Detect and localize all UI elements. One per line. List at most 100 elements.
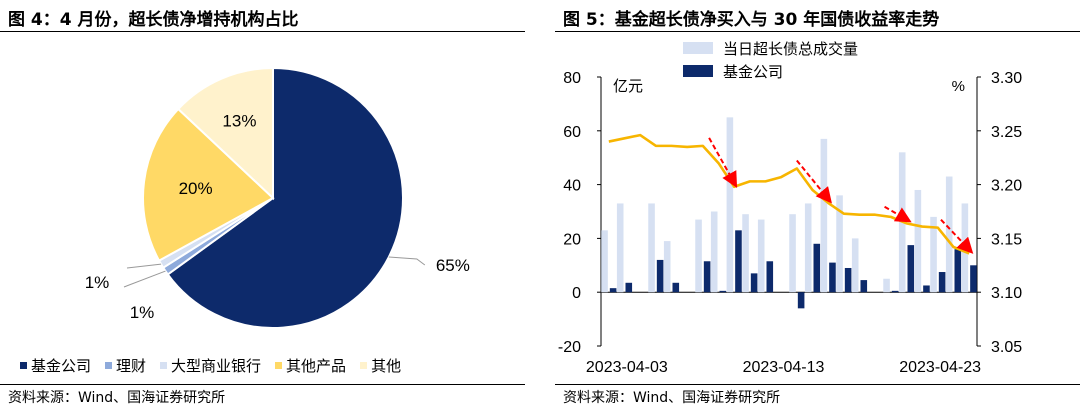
- legend-swatch-total-volume: [683, 42, 713, 54]
- bar-total-volume: [726, 117, 734, 293]
- bar-fund-company: [954, 249, 962, 293]
- pie-legend-label: 大型商业银行: [171, 357, 262, 375]
- bar-fund-company: [813, 243, 821, 293]
- bar-total-volume: [851, 238, 859, 293]
- pie-leader-licai: [123, 270, 166, 288]
- bar-total-volume: [883, 278, 890, 293]
- y-left-tick-label: 40: [563, 178, 581, 195]
- bar-fund-company: [750, 273, 758, 293]
- bar-fund-company: [860, 280, 868, 293]
- bar-total-volume: [710, 211, 718, 293]
- bar-total-volume: [789, 214, 796, 293]
- pie-legend-swatch: [360, 362, 368, 369]
- bar-fund-company: [891, 290, 899, 293]
- bar-total-volume: [945, 176, 953, 293]
- pie-legend-item: 大型商业银行: [160, 355, 261, 376]
- bar-fund-company: [923, 285, 930, 293]
- pie-legend-item: 理财: [105, 355, 146, 376]
- pie-chart: 65% 1% 1% 20% 13%: [85, 66, 470, 329]
- right-source-note: 资料来源：Wind、国海证券研究所: [563, 390, 781, 406]
- y-right-tick-label: 3.25: [991, 124, 1022, 141]
- y-right-tick-label: 3.15: [991, 231, 1022, 248]
- bar-total-volume: [616, 203, 624, 293]
- bar-fund-company: [938, 272, 946, 293]
- pie-legend-item: 基金公司: [20, 355, 91, 376]
- y-left-tick-label: 20: [563, 231, 581, 248]
- yield-decline-arrow: [884, 205, 912, 223]
- pie-label-bank: 1%: [130, 303, 155, 322]
- yield-decline-arrow: [708, 137, 738, 188]
- pie-slice-4: [142, 107, 275, 262]
- pie-legend-label: 理财: [116, 357, 147, 375]
- left-figure-title: 图 4：4 月份，超长债净增持机构占比: [8, 10, 299, 30]
- left-figure: 图 4：4 月份，超长债净增持机构占比 65% 1% 1% 20% 13% 基金公司 理财…: [0, 0, 525, 414]
- y-right-tick-label: 3.20: [991, 178, 1022, 195]
- pie-label-65: 65%: [436, 256, 470, 275]
- y-right-unit: %: [952, 78, 965, 95]
- pie-legend-item: 其他: [360, 355, 401, 376]
- bar-total-volume: [695, 219, 702, 293]
- pie-legend-label: 其他: [371, 357, 402, 375]
- legend-label-total-volume: 当日超长债总成交量: [723, 40, 858, 58]
- pie-label-licai: 1%: [85, 273, 110, 292]
- yield-decline-arrow: [796, 159, 832, 204]
- pie-legend-swatch: [275, 362, 283, 369]
- legend-label-fund-company: 基金公司: [723, 64, 783, 81]
- y-left-tick-label: 80: [563, 70, 581, 87]
- pie-legend-label: 其他产品: [286, 357, 347, 375]
- bar-total-volume: [757, 219, 765, 293]
- y-right-tick-label: 3.10: [991, 285, 1022, 302]
- x-tick-label: 2023-04-13: [743, 359, 825, 376]
- y-left-tick-label: 60: [563, 124, 581, 141]
- y-left-unit: 亿元: [613, 78, 643, 95]
- bar-fund-company: [735, 230, 742, 293]
- bar-total-volume: [804, 203, 812, 293]
- bar-total-volume: [930, 216, 937, 293]
- bar-fund-company: [766, 261, 774, 293]
- bar-fund-company: [656, 259, 664, 293]
- bar-fund-company: [625, 282, 633, 293]
- pie-legend: 基金公司 理财 大型商业银行 其他产品 其他: [0, 355, 401, 376]
- left-source-note: 资料来源：Wind、国海证券研究所: [8, 390, 226, 406]
- pie-label-other: 13%: [222, 111, 256, 130]
- pie-legend-swatch: [105, 362, 113, 369]
- bar-total-volume: [742, 214, 749, 293]
- y-left-tick-label: 0: [572, 285, 581, 302]
- y-right-tick-label: 3.30: [991, 70, 1022, 87]
- right-title-rule: [555, 31, 1080, 32]
- yield-line: [608, 133, 970, 255]
- y-left-tick-label: -20: [558, 339, 581, 356]
- right-figure-title: 图 5：基金超长债净买入与 30 年国债收益率走势: [563, 10, 940, 30]
- bar-fund-company: [844, 267, 852, 293]
- right-figure: 图 5：基金超长债净买入与 30 年国债收益率走势 -20 0 20 40 60 80 3.…: [555, 0, 1080, 414]
- yield-decline-arrow: [940, 218, 974, 254]
- bar-total-volume: [648, 203, 655, 293]
- pie-legend-label: 基金公司: [31, 357, 92, 375]
- bar-fund-company: [907, 245, 915, 293]
- bar-fund-company: [719, 290, 727, 293]
- pie-leader-65: [388, 256, 426, 266]
- pie-label-other-products: 20%: [179, 179, 213, 198]
- bar-fund-company: [970, 265, 977, 293]
- pie-legend-swatch: [160, 362, 168, 369]
- bar-total-volume: [601, 230, 608, 293]
- left-title-rule: [0, 31, 525, 32]
- bar-total-volume: [663, 241, 671, 293]
- bar-fund-company: [797, 292, 805, 309]
- pie-leader-bank: [126, 263, 162, 269]
- bar-fund-company: [609, 288, 617, 293]
- pie-legend-item: 其他产品: [275, 355, 346, 376]
- bar-total-volume: [836, 195, 843, 293]
- right-source-rule: [555, 384, 1080, 385]
- bar-fund-company: [829, 262, 836, 293]
- combo-chart: -20 0 20 40 60 80 3.05 3.10 3.15 3.20 3.25 3.30 亿元 % 2…: [558, 40, 1022, 376]
- x-tick-label: 2023-04-23: [899, 359, 981, 376]
- bar-total-volume: [961, 203, 969, 293]
- pie-slice-5: [176, 66, 274, 201]
- legend-swatch-fund-company: [683, 65, 713, 77]
- pie-legend-swatch: [20, 362, 27, 369]
- bar-fund-company: [703, 261, 711, 293]
- x-tick-label: 2023-04-03: [586, 359, 668, 376]
- bar-fund-company: [672, 282, 680, 293]
- left-source-rule: [0, 384, 525, 385]
